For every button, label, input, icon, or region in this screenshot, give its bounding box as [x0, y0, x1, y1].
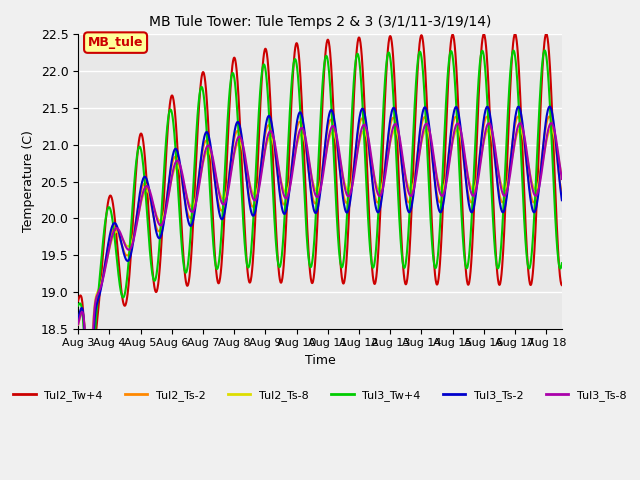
Tul3_Ts-2 — [290, 145, 298, 151]
Tul2_Tw+4 — [543, 31, 550, 37]
Legend: Tul2_Tw+4, Tul2_Ts-2, Tul2_Ts-8, Tul3_Tw+4, Tul3_Ts-2, Tul3_Ts-8: Tul2_Tw+4, Tul2_Ts-2, Tul2_Ts-8, Tul3_Tw… — [9, 386, 631, 406]
Tul3_Tw+4 — [350, 80, 358, 85]
Tul2_Tw+4 — [350, 98, 358, 104]
Tul3_Ts-2 — [112, 221, 120, 227]
Tul2_Ts-8 — [132, 225, 140, 230]
Line: Tul3_Tw+4: Tul3_Tw+4 — [78, 50, 562, 473]
Tul2_Ts-2 — [132, 220, 140, 226]
Tul3_Tw+4 — [132, 165, 140, 171]
Tul3_Ts-8 — [112, 226, 120, 231]
Tul3_Ts-2 — [280, 211, 287, 216]
Tul3_Tw+4 — [290, 60, 298, 66]
Tul2_Ts-2 — [545, 114, 553, 120]
Tul3_Ts-2 — [85, 428, 93, 433]
Tul2_Ts-2 — [290, 146, 298, 152]
Tul3_Ts-2 — [546, 104, 554, 109]
Line: Tul2_Ts-2: Tul2_Ts-2 — [78, 117, 562, 418]
Text: MB_tule: MB_tule — [88, 36, 143, 49]
Tul3_Tw+4 — [280, 228, 287, 234]
Tul2_Tw+4 — [132, 176, 140, 181]
Tul3_Ts-8 — [74, 322, 82, 327]
Tul2_Ts-8 — [547, 127, 555, 132]
Tul2_Ts-8 — [112, 229, 120, 235]
Tul3_Ts-8 — [85, 398, 93, 404]
Tul2_Ts-8 — [290, 159, 298, 165]
Tul3_Ts-8 — [558, 176, 566, 182]
Tul2_Tw+4 — [280, 263, 287, 268]
Tul2_Ts-2 — [299, 125, 307, 131]
Tul3_Ts-8 — [299, 125, 307, 131]
Tul3_Tw+4 — [112, 247, 120, 253]
Tul2_Ts-8 — [74, 322, 82, 328]
Tul2_Ts-8 — [558, 174, 566, 180]
Tul2_Ts-8 — [350, 170, 358, 176]
Tul3_Ts-8 — [280, 192, 287, 198]
Tul2_Ts-8 — [280, 187, 287, 193]
Tul3_Ts-8 — [290, 161, 298, 167]
Tul3_Tw+4 — [541, 48, 548, 53]
Tul2_Tw+4 — [299, 113, 307, 119]
Tul2_Ts-2 — [558, 192, 566, 197]
Title: MB Tule Tower: Tule Temps 2 & 3 (3/1/11-3/19/14): MB Tule Tower: Tule Temps 2 & 3 (3/1/11-… — [149, 15, 491, 29]
Tul2_Ts-8 — [299, 132, 307, 138]
Tul2_Ts-2 — [112, 226, 120, 232]
Tul2_Ts-2 — [85, 415, 93, 421]
Tul3_Ts-2 — [132, 222, 140, 228]
Tul3_Ts-2 — [558, 197, 566, 203]
Tul3_Tw+4 — [74, 303, 82, 309]
Tul3_Ts-8 — [350, 175, 358, 180]
Tul3_Ts-2 — [350, 168, 358, 173]
Tul3_Tw+4 — [558, 260, 566, 266]
Tul3_Ts-8 — [547, 120, 555, 126]
Tul3_Tw+4 — [85, 470, 93, 476]
Tul2_Tw+4 — [290, 60, 298, 66]
Line: Tul3_Ts-2: Tul3_Ts-2 — [78, 107, 562, 431]
Tul2_Tw+4 — [558, 282, 566, 288]
Tul3_Tw+4 — [299, 151, 307, 156]
Tul2_Ts-2 — [280, 202, 287, 207]
Line: Tul2_Ts-8: Tul2_Ts-8 — [78, 130, 562, 389]
X-axis label: Time: Time — [305, 354, 335, 367]
Line: Tul3_Ts-8: Tul3_Ts-8 — [78, 123, 562, 401]
Line: Tul2_Tw+4: Tul2_Tw+4 — [78, 34, 562, 480]
Tul2_Ts-8 — [85, 386, 93, 392]
Tul3_Ts-8 — [132, 228, 140, 233]
Tul2_Ts-2 — [74, 318, 82, 324]
Tul2_Tw+4 — [112, 227, 120, 233]
Tul2_Tw+4 — [74, 298, 82, 304]
Tul2_Ts-2 — [350, 163, 358, 169]
Y-axis label: Temperature (C): Temperature (C) — [22, 131, 35, 232]
Tul3_Ts-2 — [299, 115, 307, 120]
Tul3_Ts-2 — [74, 317, 82, 323]
